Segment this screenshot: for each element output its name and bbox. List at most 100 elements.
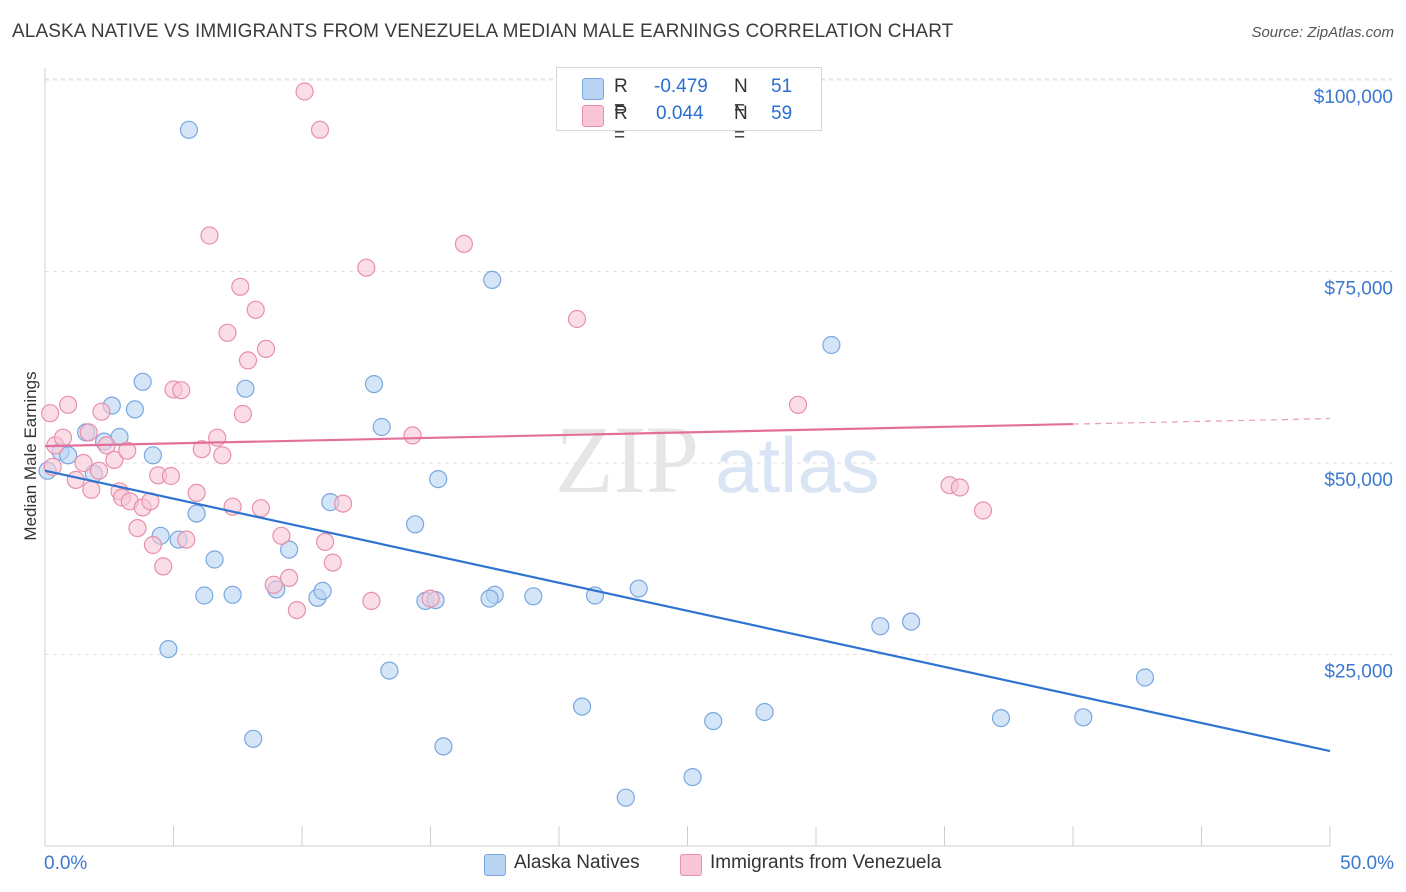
data-point-venezuela bbox=[66, 470, 85, 489]
x-tick-label: 50.0% bbox=[1340, 853, 1394, 874]
data-point-alaska bbox=[572, 697, 592, 716]
data-point-alaska bbox=[313, 581, 332, 601]
legend-r-label: R = bbox=[614, 76, 628, 119]
y-tick-label: $100,000 bbox=[1314, 87, 1393, 108]
stats-legend: R = -0.479 N = 51 R = 0.044 N = 59 bbox=[556, 67, 822, 146]
data-point-alaska bbox=[380, 661, 399, 680]
data-point-alaska bbox=[223, 585, 242, 604]
data-point-alaska bbox=[179, 120, 198, 139]
data-point-venezuela bbox=[323, 553, 342, 572]
data-point-venezuela bbox=[177, 530, 196, 549]
chart-title: ALASKA NATIVE VS IMMIGRANTS FROM VENEZUE… bbox=[12, 21, 954, 42]
data-point-venezuela bbox=[161, 466, 180, 486]
data-point-venezuela bbox=[58, 395, 78, 414]
data-point-venezuela bbox=[567, 309, 587, 329]
legend-n-label: N = bbox=[734, 76, 748, 119]
legend-n-value-venezuela: 59 bbox=[771, 103, 793, 124]
data-point-alaska bbox=[483, 270, 502, 289]
data-point-alaska bbox=[629, 579, 648, 598]
trendline-alaska bbox=[44, 469, 1331, 753]
data-point-alaska bbox=[280, 540, 299, 559]
data-point-alaska bbox=[901, 612, 921, 631]
data-point-venezuela bbox=[82, 480, 101, 499]
data-point-venezuela bbox=[233, 404, 252, 424]
y-tick-label: $75,000 bbox=[1324, 279, 1393, 300]
y-tick-label: $25,000 bbox=[1324, 662, 1393, 683]
data-point-venezuela bbox=[264, 575, 283, 594]
data-point-venezuela bbox=[316, 532, 335, 552]
data-point-venezuela bbox=[128, 518, 147, 538]
data-point-venezuela bbox=[118, 441, 137, 460]
trendline-venezuela-extension bbox=[1072, 417, 1331, 425]
data-point-alaska bbox=[1074, 708, 1093, 727]
data-point-venezuela bbox=[973, 501, 993, 520]
legend-swatch-venezuela bbox=[582, 105, 604, 127]
data-point-venezuela bbox=[105, 450, 124, 469]
data-point-venezuela bbox=[287, 600, 306, 620]
data-point-alaska bbox=[205, 550, 224, 569]
data-point-venezuela bbox=[950, 478, 970, 497]
data-point-alaska bbox=[236, 379, 255, 398]
data-point-venezuela bbox=[272, 526, 291, 545]
trendline-venezuela bbox=[44, 422, 1074, 448]
data-point-alaska bbox=[822, 335, 841, 355]
data-point-venezuela bbox=[154, 557, 173, 576]
source-label: Source: ZipAtlas.com bbox=[1251, 24, 1394, 41]
data-point-venezuela bbox=[251, 499, 270, 518]
data-point-venezuela bbox=[74, 453, 93, 473]
y-axis-label: Median Male Earnings bbox=[21, 371, 40, 541]
x-tick-label: 0.0% bbox=[44, 853, 87, 874]
data-point-venezuela bbox=[92, 402, 111, 421]
bottom-legend-swatch-alaska bbox=[484, 854, 506, 876]
legend-r-label: R = bbox=[614, 103, 628, 146]
data-point-alaska bbox=[704, 711, 723, 731]
data-point-venezuela bbox=[357, 258, 376, 277]
data-point-alaska bbox=[755, 702, 774, 722]
data-point-venezuela bbox=[256, 339, 276, 358]
legend-n-label: N = bbox=[734, 103, 748, 146]
data-point-alaska bbox=[991, 708, 1011, 728]
legend-n-value-alaska: 51 bbox=[771, 76, 793, 97]
data-point-venezuela bbox=[40, 404, 60, 423]
data-point-venezuela bbox=[187, 483, 206, 502]
data-point-venezuela bbox=[143, 535, 162, 555]
data-point-venezuela bbox=[172, 381, 191, 400]
bottom-legend-swatch-venezuela bbox=[680, 854, 702, 876]
data-point-alaska bbox=[480, 589, 499, 608]
y-tick-label: $50,000 bbox=[1324, 470, 1393, 491]
data-point-alaska bbox=[871, 617, 890, 636]
data-point-alaska bbox=[143, 446, 162, 465]
legend-r-value-alaska: -0.479 bbox=[654, 76, 708, 97]
data-point-alaska bbox=[524, 587, 543, 606]
data-point-alaska bbox=[406, 515, 425, 534]
data-point-venezuela bbox=[421, 589, 440, 608]
watermark-zip: ZIP bbox=[555, 406, 699, 513]
data-point-alaska bbox=[1135, 668, 1155, 687]
bottom-legend-label-alaska: Alaska Natives bbox=[514, 852, 640, 873]
data-point-alaska bbox=[195, 586, 214, 605]
data-point-alaska bbox=[364, 375, 384, 394]
data-point-venezuela bbox=[246, 300, 265, 319]
bottom-legend-label-venezuela: Immigrants from Venezuela bbox=[710, 852, 942, 873]
data-point-venezuela bbox=[89, 461, 109, 480]
data-point-alaska bbox=[434, 737, 453, 756]
data-point-venezuela bbox=[788, 395, 808, 414]
data-point-alaska bbox=[683, 767, 702, 787]
data-point-venezuela bbox=[454, 234, 473, 253]
data-point-alaska bbox=[372, 417, 391, 437]
data-point-alaska bbox=[133, 372, 152, 391]
data-point-venezuela bbox=[403, 426, 422, 445]
data-point-alaska bbox=[159, 639, 178, 659]
data-point-venezuela bbox=[295, 82, 314, 101]
data-point-venezuela bbox=[53, 428, 73, 447]
data-point-venezuela bbox=[192, 440, 211, 459]
data-point-venezuela bbox=[310, 120, 330, 139]
data-point-venezuela bbox=[79, 423, 98, 442]
watermark: ZIP atlas bbox=[555, 406, 880, 513]
data-point-venezuela bbox=[200, 226, 219, 245]
data-point-alaska bbox=[187, 504, 206, 523]
data-point-alaska bbox=[616, 788, 635, 807]
data-point-venezuela bbox=[231, 277, 250, 296]
watermark-atlas: atlas bbox=[715, 421, 880, 509]
